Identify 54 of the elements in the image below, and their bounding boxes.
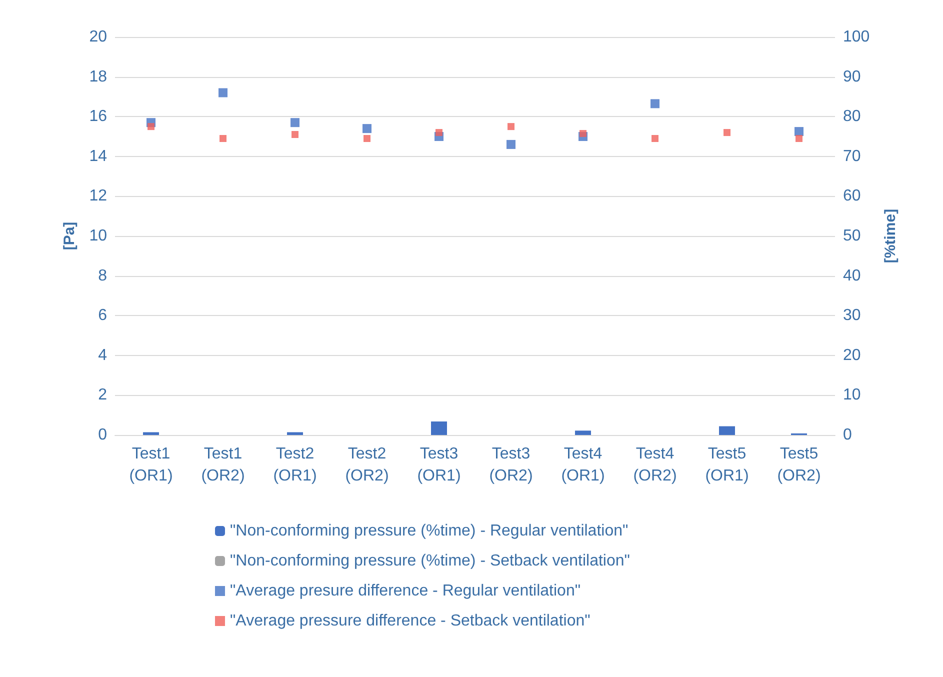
point <box>580 130 586 138</box>
y2-tick-label: 70 <box>843 148 861 165</box>
point <box>794 127 804 136</box>
y-tick-label: 0 <box>98 426 108 444</box>
x-tick-label: Test1 (OR2) <box>201 446 245 484</box>
y2-tick-label: 20 <box>843 346 861 364</box>
point <box>292 131 298 138</box>
y2-tick-label: 0 <box>843 426 852 444</box>
y-tick-label: 16 <box>89 108 108 126</box>
y2-tick-label: 60 <box>843 188 861 205</box>
point <box>796 134 802 142</box>
x-tick-label: Test5 (OR2) <box>777 446 821 484</box>
point <box>508 123 514 130</box>
x-tick-label: Test2 (OR2) <box>345 446 389 484</box>
y-tick-label: 2 <box>98 386 108 404</box>
y-tick-label: 18 <box>89 68 108 86</box>
point <box>218 88 228 98</box>
legend-label: "Non-conforming pressure (%time) - Regular ventilation" <box>230 522 628 540</box>
y2-tick-label: 80 <box>843 108 861 126</box>
point <box>220 134 226 142</box>
y-tick-label: 10 <box>89 228 108 244</box>
point <box>650 99 660 108</box>
point <box>364 134 370 142</box>
point <box>506 140 516 149</box>
y-axis-title: [Pa] <box>61 222 78 250</box>
x-tick-label: Test5 (OR1) <box>705 446 749 484</box>
y2-axis-title: [%time] <box>882 208 899 264</box>
x-tick-label: Test2 (OR1) <box>273 446 317 484</box>
y-tick-label: 6 <box>98 307 108 324</box>
point <box>724 129 730 136</box>
x-tick-label: Test3 (OR2) <box>489 446 533 484</box>
point <box>148 123 154 130</box>
legend-label: "Non-conforming pressure (%time) - Setback ventilation" <box>230 552 630 570</box>
point <box>652 134 658 142</box>
y-tick-label: 20 <box>89 28 108 46</box>
legend-label: "Average pressure difference - Setback ventilation" <box>230 612 590 630</box>
y2-tick-label: 90 <box>843 68 861 86</box>
y-tick-label: 4 <box>98 346 108 364</box>
x-tick-label: Test4 (OR1) <box>561 446 605 484</box>
x-tick-label: Test4 (OR2) <box>633 446 677 484</box>
y2-tick-label: 40 <box>843 267 861 284</box>
y-tick-label: 14 <box>89 148 108 165</box>
y-tick-label: 12 <box>89 188 108 205</box>
x-tick-label: Test3 (OR1) <box>417 446 461 484</box>
y2-tick-label: 10 <box>843 386 861 404</box>
legend-label: "Average presure difference - Regular ventilation" <box>230 582 581 600</box>
point <box>436 129 442 136</box>
point <box>290 118 300 128</box>
point <box>362 124 372 134</box>
y2-tick-label: 30 <box>843 307 861 324</box>
y-tick-label: 8 <box>98 267 108 284</box>
y2-tick-label: 50 <box>843 228 861 244</box>
x-tick-label: Test1 (OR1) <box>129 446 173 484</box>
y2-tick-label: 100 <box>843 28 870 46</box>
